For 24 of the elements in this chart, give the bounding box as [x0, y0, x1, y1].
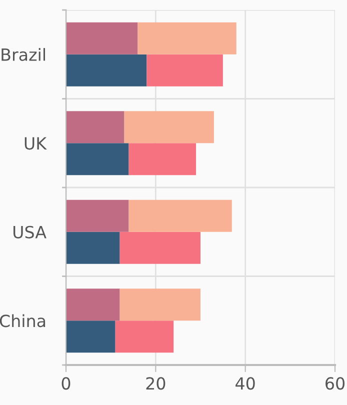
- bar: [66, 320, 116, 353]
- bar: [120, 288, 200, 321]
- y-tick-label: China: [0, 314, 46, 328]
- bar: [66, 143, 129, 176]
- x-tick-label: 20: [146, 377, 166, 390]
- bar: [138, 22, 236, 54]
- x-tick-label: 60: [326, 377, 344, 390]
- x-tick-label: 40: [236, 377, 255, 390]
- bar: [146, 54, 223, 86]
- bar: [120, 232, 200, 264]
- bar: [66, 288, 120, 321]
- bar: [66, 54, 147, 86]
- bar: [66, 111, 124, 144]
- bar: [66, 232, 120, 264]
- y-tick-label: UK: [24, 137, 47, 150]
- bar: [66, 200, 129, 232]
- x-tick-label: 0: [62, 377, 70, 390]
- bar: [128, 200, 232, 232]
- bar: [115, 320, 174, 353]
- bar: [66, 22, 138, 54]
- bar: [128, 143, 196, 176]
- y-tick-label: USA: [14, 226, 46, 238]
- y-tick-label: Brazil: [2, 48, 45, 61]
- bar: [124, 111, 214, 144]
